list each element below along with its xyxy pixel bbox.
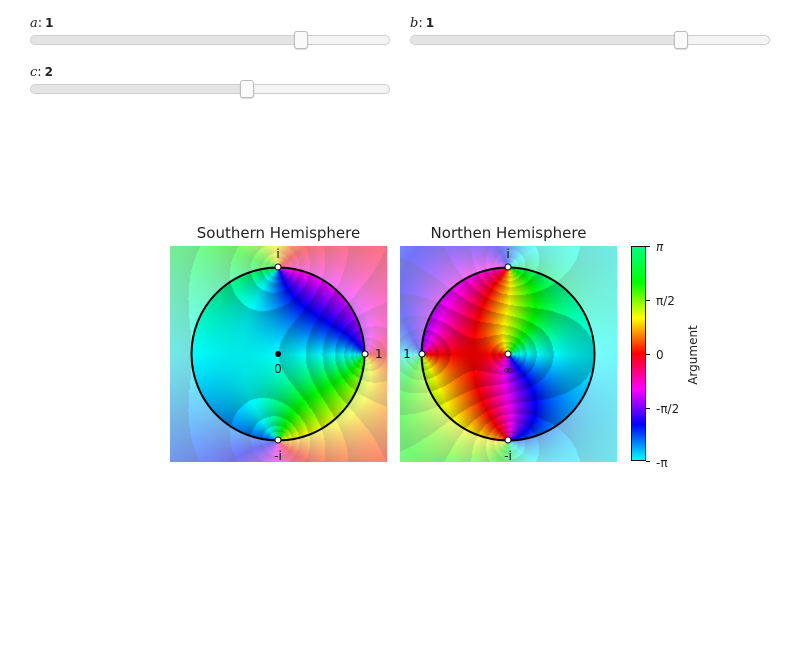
north-point-i (504, 263, 512, 271)
argument-colorbar (631, 246, 646, 461)
slider-b-label: b: 1 (410, 16, 435, 31)
north-point-one (418, 350, 426, 358)
colorbar-tick-mark (646, 354, 650, 355)
slider-c-var: c (30, 65, 38, 80)
slider-c-fill (31, 85, 246, 93)
south-point-zero (275, 351, 281, 357)
slider-c-value: 2 (44, 65, 54, 79)
slider-b-fill (411, 36, 680, 44)
slider-a-label: a: 1 (30, 16, 54, 31)
slider-b-track[interactable] (410, 31, 770, 49)
colorbar-tick-mark (646, 408, 650, 409)
north-label-neg-i: -i (504, 449, 512, 463)
colorbar-tick-mark (646, 300, 650, 301)
south-label-i: i (276, 247, 279, 261)
slider-c-thumb[interactable] (239, 80, 254, 98)
slider-c: c: 2 (30, 63, 390, 98)
slider-a-thumb[interactable] (293, 31, 308, 49)
slider-a-track[interactable] (30, 31, 390, 49)
south-point-one (361, 350, 369, 358)
north-point-neg-i (504, 436, 512, 444)
slider-a-fill (31, 36, 300, 44)
colorbar-tick-neg-half-pi: -π/2 (656, 402, 680, 416)
slider-c-label: c: 2 (30, 65, 54, 80)
colorbar-label: Argument (686, 325, 700, 385)
north-label-i: i (506, 247, 509, 261)
south-label-neg-i: -i (274, 449, 282, 463)
north-label-infinity: ∞ (503, 363, 513, 377)
slider-c-track[interactable] (30, 80, 390, 98)
south-plot-overlay: i -i 1 0 (190, 247, 383, 463)
slider-a: a: 1 (30, 14, 390, 49)
colorbar-tick-half-pi: π/2 (656, 294, 675, 308)
south-plot-title: Southern Hemisphere (196, 224, 361, 242)
slider-b-var: b (410, 16, 419, 31)
colorbar-tick-pi: π (656, 240, 664, 254)
slider-a-value: 1 (45, 16, 54, 30)
slider-b-thumb[interactable] (673, 31, 688, 49)
colorbar-tick-neg-pi: -π (656, 456, 668, 470)
south-point-i (274, 263, 282, 271)
slider-b-value: 1 (425, 16, 435, 30)
north-plot-title: Northen Hemisphere (430, 224, 587, 242)
south-label-one: 1 (375, 347, 383, 361)
south-point-neg-i (274, 436, 282, 444)
slider-a-var: a (30, 16, 38, 31)
slider-b: b: 1 (410, 14, 770, 49)
colorbar-tick-mark (646, 461, 650, 462)
colorbar-tick-zero: 0 (656, 348, 664, 362)
north-label-one: 1 (403, 347, 411, 361)
south-label-zero: 0 (274, 362, 282, 376)
colorbar-tick-mark (646, 246, 650, 247)
north-point-infinity (504, 350, 512, 358)
north-plot-overlay: i -i 1 ∞ (403, 247, 596, 463)
